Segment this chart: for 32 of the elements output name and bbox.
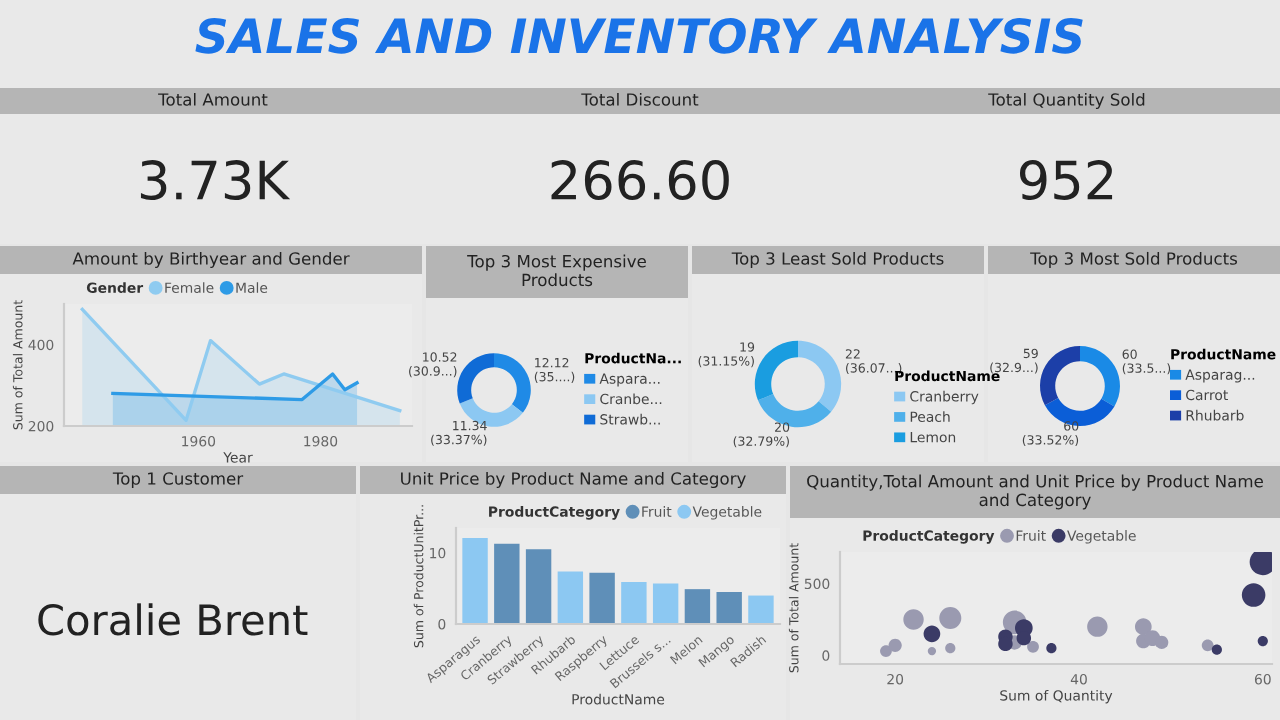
text: 3.73K bbox=[140, 160, 291, 201]
donut-slice bbox=[754, 340, 798, 401]
text: Coralie Brent bbox=[38, 603, 308, 636]
bar bbox=[494, 543, 520, 624]
bar bbox=[589, 572, 615, 624]
bar bbox=[621, 582, 647, 624]
text: SALES AND INVENTORY ANALYSIS bbox=[195, 17, 1083, 54]
donut-slice bbox=[757, 394, 832, 428]
chart-title: Top 3 Most Expensive Products bbox=[467, 254, 646, 287]
chart-title: Unit Price by Product Name and Category bbox=[401, 471, 746, 489]
donut-slice bbox=[798, 340, 842, 412]
bar bbox=[462, 537, 488, 624]
donut-slice bbox=[494, 353, 531, 413]
chart-title: Top 3 Least Sold Products bbox=[731, 251, 944, 269]
bar bbox=[525, 549, 552, 624]
text: Total Discount bbox=[581, 92, 699, 106]
donut-slice bbox=[1040, 346, 1080, 406]
bar bbox=[557, 571, 584, 624]
bar bbox=[748, 595, 774, 624]
text: 952 bbox=[1019, 160, 1113, 201]
text: 266.60 bbox=[551, 160, 729, 201]
chart-title: Top 3 Most Sold Products bbox=[1030, 251, 1238, 269]
text: Top 1 Customer bbox=[112, 472, 244, 489]
donut-slice bbox=[457, 353, 494, 404]
bar bbox=[652, 583, 679, 624]
donut-slice bbox=[1080, 346, 1120, 407]
text: Total Quantity Sold bbox=[988, 92, 1145, 110]
chart-title: Amount by Birthyear and Gender bbox=[72, 251, 350, 269]
text: Total Amount bbox=[158, 92, 268, 106]
chart-title: Quantity,Total Amount and Unit Price by Product Name and Category bbox=[807, 474, 1263, 510]
bar bbox=[684, 589, 711, 624]
bar bbox=[716, 592, 742, 624]
